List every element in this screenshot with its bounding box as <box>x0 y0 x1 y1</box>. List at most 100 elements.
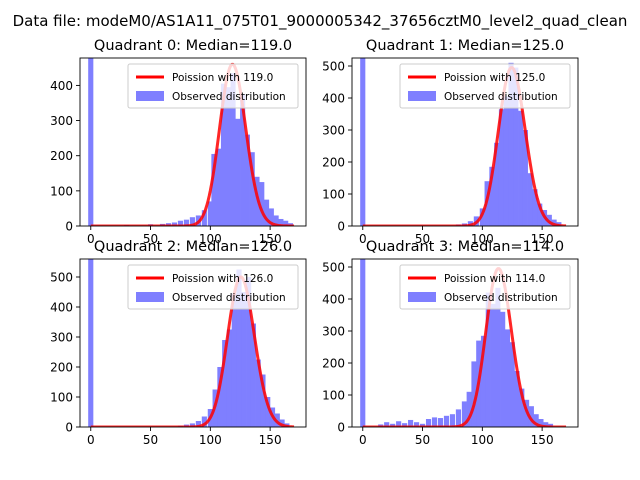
x-tick-label: 0 <box>359 433 367 447</box>
histogram-bar <box>551 219 557 226</box>
histogram-bar <box>195 421 201 427</box>
x-tick-label: 150 <box>531 433 554 447</box>
y-tick-label: 300 <box>50 331 73 345</box>
histogram-bar <box>494 142 500 226</box>
x-tick-label: 150 <box>531 232 554 246</box>
y-tick-label: 500 <box>50 271 73 285</box>
legend-box <box>399 264 571 310</box>
legend-bar-swatch <box>408 292 436 302</box>
histogram-bar <box>480 335 487 427</box>
poisson-fit-line <box>362 267 567 427</box>
legend: Poission with 125.0 Observed distribution <box>399 63 571 109</box>
histogram-bar <box>532 189 538 226</box>
legend-box <box>399 63 571 109</box>
histogram-bar <box>241 292 247 427</box>
histogram-bar <box>171 222 178 226</box>
x-tick-label: 0 <box>87 232 95 246</box>
y-tick-label: 400 <box>322 92 345 106</box>
histogram-bar <box>283 220 289 226</box>
legend-bar-swatch <box>408 91 436 101</box>
y-tick-label: 100 <box>50 391 73 405</box>
y-tick-label: 300 <box>322 124 345 138</box>
histogram-bar <box>528 406 534 427</box>
x-tick-label: 0 <box>87 433 95 447</box>
panels: Quadrant 0: Median=119.0 0 50 100 150 0 100 200… <box>50 38 579 447</box>
figure-suptitle: Data file: modeM0/AS1A11_075T01_90000053… <box>13 12 628 31</box>
histogram-bar <box>396 421 402 427</box>
legend-bar-label: Observed distribution <box>444 91 558 103</box>
histogram-bar <box>226 329 233 427</box>
histogram-bar <box>509 342 515 427</box>
histogram-bar <box>225 87 231 226</box>
poisson-fit-line <box>90 62 295 226</box>
histogram-bar <box>201 416 207 427</box>
histogram-bar <box>504 329 511 427</box>
panel-quadrant-1: Quadrant 1: Median=125.0 0 50 100 150 0 100 200… <box>322 38 579 246</box>
panel-title: Quadrant 2: Median=126.0 <box>94 239 292 255</box>
histogram-bar <box>235 118 241 226</box>
histogram-bar <box>216 148 222 226</box>
y-tick-label: 400 <box>322 293 345 307</box>
legend-bar-label: Observed distribution <box>172 292 286 304</box>
histogram-bar <box>263 199 270 226</box>
histogram-bar <box>449 414 456 427</box>
histogram-bar <box>222 340 228 427</box>
histogram-bar <box>431 417 438 427</box>
histogram-bar <box>527 173 533 226</box>
y-tick-label: 400 <box>50 79 73 93</box>
legend-box <box>127 63 299 109</box>
histogram-bar <box>231 293 237 427</box>
histogram-bar <box>538 419 544 427</box>
x-tick-label: 100 <box>199 433 222 447</box>
legend-bar-label: Observed distribution <box>172 91 286 103</box>
histogram-bar <box>189 217 195 226</box>
panel-quadrant-3: Quadrant 3: Median=114.0 0 50 100 150 0 100 200… <box>322 239 579 447</box>
legend-line-label: Poission with 114.0 <box>444 273 545 285</box>
histogram-bar <box>522 130 528 226</box>
legend-box <box>127 264 299 310</box>
legend-bar-swatch <box>136 292 164 302</box>
histogram-bar <box>466 391 472 427</box>
y-tick-label: 500 <box>322 261 345 275</box>
histogram-bar <box>533 414 539 427</box>
plot-area <box>88 259 295 427</box>
histogram-bar <box>230 73 236 226</box>
y-tick-label: 200 <box>322 357 345 371</box>
x-tick-label: 50 <box>143 232 158 246</box>
y-tick-label: 200 <box>322 156 345 170</box>
legend-bar-swatch <box>136 91 164 101</box>
axes-frame <box>351 57 579 227</box>
histogram-bar <box>390 423 396 427</box>
histogram-bar <box>461 401 467 427</box>
y-tick-label: 0 <box>65 421 73 435</box>
y-tick-label: 500 <box>322 60 345 74</box>
histogram-bar <box>360 58 366 226</box>
histogram-bar <box>88 259 94 427</box>
histogram-bar <box>508 62 514 226</box>
x-tick-label: 50 <box>143 433 158 447</box>
panel-title: Quadrant 1: Median=125.0 <box>366 38 564 54</box>
histogram-bar <box>500 311 506 427</box>
y-tick-label: 300 <box>322 325 345 339</box>
axes-frame <box>79 57 307 227</box>
x-tick-label: 150 <box>259 232 282 246</box>
y-tick-label: 0 <box>65 220 73 234</box>
histogram-bar <box>514 371 520 427</box>
histogram-bar <box>250 323 256 427</box>
panel-quadrant-2: Quadrant 2: Median=126.0 0 50 100 150 0 100 200… <box>50 239 307 447</box>
x-tick-label: 50 <box>415 433 430 447</box>
legend-bar-label: Observed distribution <box>444 292 558 304</box>
histogram-bar <box>220 83 227 226</box>
legend-line-label: Poission with 125.0 <box>444 72 545 84</box>
histogram-bar <box>268 208 274 226</box>
legend: Poission with 114.0 Observed distribution <box>399 264 571 310</box>
x-tick-label: 50 <box>415 232 430 246</box>
histogram-bar <box>240 94 246 226</box>
histogram-bar <box>537 203 543 226</box>
histogram-bar <box>265 397 271 427</box>
plot-area <box>360 259 567 427</box>
x-tick-label: 100 <box>199 232 222 246</box>
y-tick-label: 0 <box>337 220 345 234</box>
histogram-bar <box>489 166 495 226</box>
